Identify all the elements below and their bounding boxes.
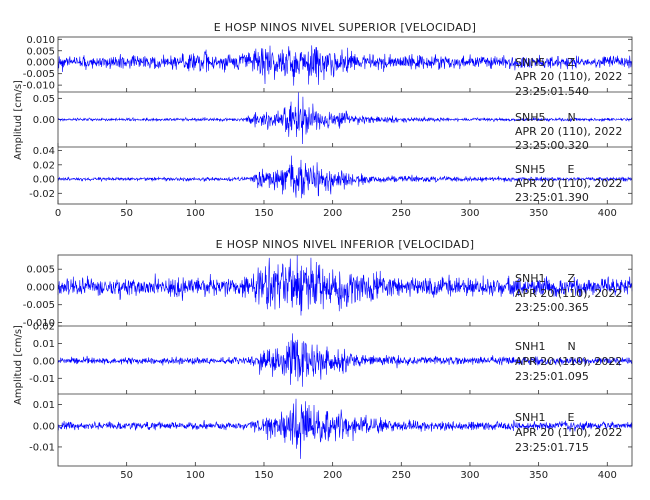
y-tick-label: -0.02 <box>29 189 55 200</box>
trace-component: Z <box>567 56 575 69</box>
trace-panel-snh1-n: -0.01 0.00 0.01 0.02 SNH1 N APR 20 (110), 20… <box>29 322 633 387</box>
y-tick-label: -0.01 <box>29 442 55 453</box>
x-tick-label: 0 <box>55 208 61 219</box>
y-axis-label: Amplitud [cm/s] <box>13 80 24 160</box>
plot-frame <box>57 36 633 205</box>
trace-time: 23:25:01.095 <box>515 370 589 383</box>
trace-time: 23:25:00.320 <box>515 139 589 152</box>
y-tick-label: 0.000 <box>26 282 55 293</box>
x-tick-label: 250 <box>392 208 411 219</box>
x-axis-ticks: 50 100 150 200 250 300 350 400 <box>120 322 617 481</box>
trace-station: SNH1 <box>515 411 545 424</box>
x-tick-label: 400 <box>598 470 617 481</box>
trace-time: 23:25:01.715 <box>515 441 589 454</box>
y-tick-label: 0.000 <box>26 58 55 69</box>
plot-frame <box>57 254 633 467</box>
x-tick-label: 100 <box>186 470 205 481</box>
trace-station-label: SNH5 Z <box>515 56 575 69</box>
x-tick-label: 300 <box>460 470 479 481</box>
y-tick-label: -0.01 <box>29 374 55 385</box>
x-tick-label: 400 <box>598 208 617 219</box>
trace-time: 23:25:01.390 <box>515 191 589 204</box>
x-tick-label: 200 <box>323 470 342 481</box>
y-tick-label: -0.010 <box>23 318 55 329</box>
y-tick-label: -0.005 <box>23 300 55 311</box>
x-tick-label: 100 <box>186 208 205 219</box>
x-tick-label: 250 <box>392 470 411 481</box>
y-tick-label: 0.005 <box>26 265 55 276</box>
trace-panel-snh1-e: -0.01 0.00 0.01 SNH1 E APR 20 (110), 2022 2… <box>29 393 633 459</box>
trace-panel-snh5-e: -0.02 0.00 0.02 0.04 SNH5 E APR 20 (110), 20… <box>29 146 633 204</box>
trace-component: E <box>567 411 574 424</box>
y-tick-label: 0.010 <box>26 35 55 46</box>
x-tick-label: 50 <box>120 470 133 481</box>
x-tick-label: 350 <box>529 208 548 219</box>
trace-date: APR 20 (110), 2022 <box>515 355 622 368</box>
trace-time: 23:25:00.365 <box>515 301 589 314</box>
y-tick-label: -0.010 <box>23 81 55 92</box>
x-tick-label: 50 <box>120 208 133 219</box>
y-tick-label: 0.02 <box>33 322 55 333</box>
y-tick-label: -0.005 <box>23 69 55 80</box>
trace-station: SNH5 <box>515 163 545 176</box>
chart-title: E HOSP NINOS NIVEL INFERIOR [VELOCIDAD] <box>216 238 475 251</box>
trace-station: SNH5 <box>515 56 545 69</box>
trace-station: SNH5 <box>515 111 545 124</box>
trace-line <box>57 333 633 387</box>
trace-line <box>57 92 633 145</box>
trace-station-label: SNH1 N <box>515 340 576 353</box>
y-tick-label: 0.01 <box>33 400 55 411</box>
y-axis-label: Amplitud [cm/s] <box>13 325 24 405</box>
trace-time: 23:25:01.540 <box>515 85 589 98</box>
trace-component: N <box>567 111 575 124</box>
trace-component: Z <box>567 272 575 285</box>
y-tick-label: 0.00 <box>33 115 55 126</box>
trace-station-label: SNH1 E <box>515 411 574 424</box>
chart-inferior: E HOSP NINOS NIVEL INFERIOR [VELOCIDAD] … <box>13 238 633 481</box>
y-tick-label: 0.02 <box>33 160 55 171</box>
y-tick-label: 0.00 <box>33 356 55 367</box>
y-tick-label: 0.00 <box>33 175 55 186</box>
y-tick-label: 0.05 <box>33 94 55 105</box>
y-tick-label: 0.00 <box>33 421 55 432</box>
trace-date: APR 20 (110), 2022 <box>515 125 622 138</box>
trace-station-label: SNH5 N <box>515 111 576 124</box>
x-tick-label: 300 <box>460 208 479 219</box>
trace-line <box>57 45 633 86</box>
y-tick-label: 0.04 <box>33 146 55 157</box>
trace-date: APR 20 (110), 2022 <box>515 287 622 300</box>
chart-superior: E HOSP NINOS NIVEL SUPERIOR [VELOCIDAD] … <box>13 21 633 219</box>
trace-panel-snh5-n: 0.00 0.05 SNH5 N APR 20 (110), 2022 23:25:… <box>33 91 633 152</box>
y-tick-label: 0.005 <box>26 46 55 57</box>
trace-panel-snh1-z: -0.010 -0.005 0.000 0.005 SNH1 Z APR 20 (110… <box>23 255 633 329</box>
trace-station-label: SNH1 Z <box>515 272 575 285</box>
trace-component: N <box>567 340 575 353</box>
trace-component: E <box>567 163 574 176</box>
x-tick-label: 150 <box>254 208 273 219</box>
trace-line <box>57 255 633 316</box>
trace-date: APR 20 (110), 2022 <box>515 70 622 83</box>
x-tick-label: 200 <box>323 208 342 219</box>
trace-line <box>57 155 633 199</box>
x-tick-label: 150 <box>254 470 273 481</box>
y-tick-label: 0.01 <box>33 339 55 350</box>
trace-station: SNH1 <box>515 272 545 285</box>
trace-date: APR 20 (110), 2022 <box>515 426 622 439</box>
trace-line <box>57 398 633 459</box>
trace-station-label: SNH5 E <box>515 163 574 176</box>
x-tick-label: 350 <box>529 470 548 481</box>
trace-station: SNH1 <box>515 340 545 353</box>
chart-title: E HOSP NINOS NIVEL SUPERIOR [VELOCIDAD] <box>214 21 477 34</box>
trace-date: APR 20 (110), 2022 <box>515 177 622 190</box>
